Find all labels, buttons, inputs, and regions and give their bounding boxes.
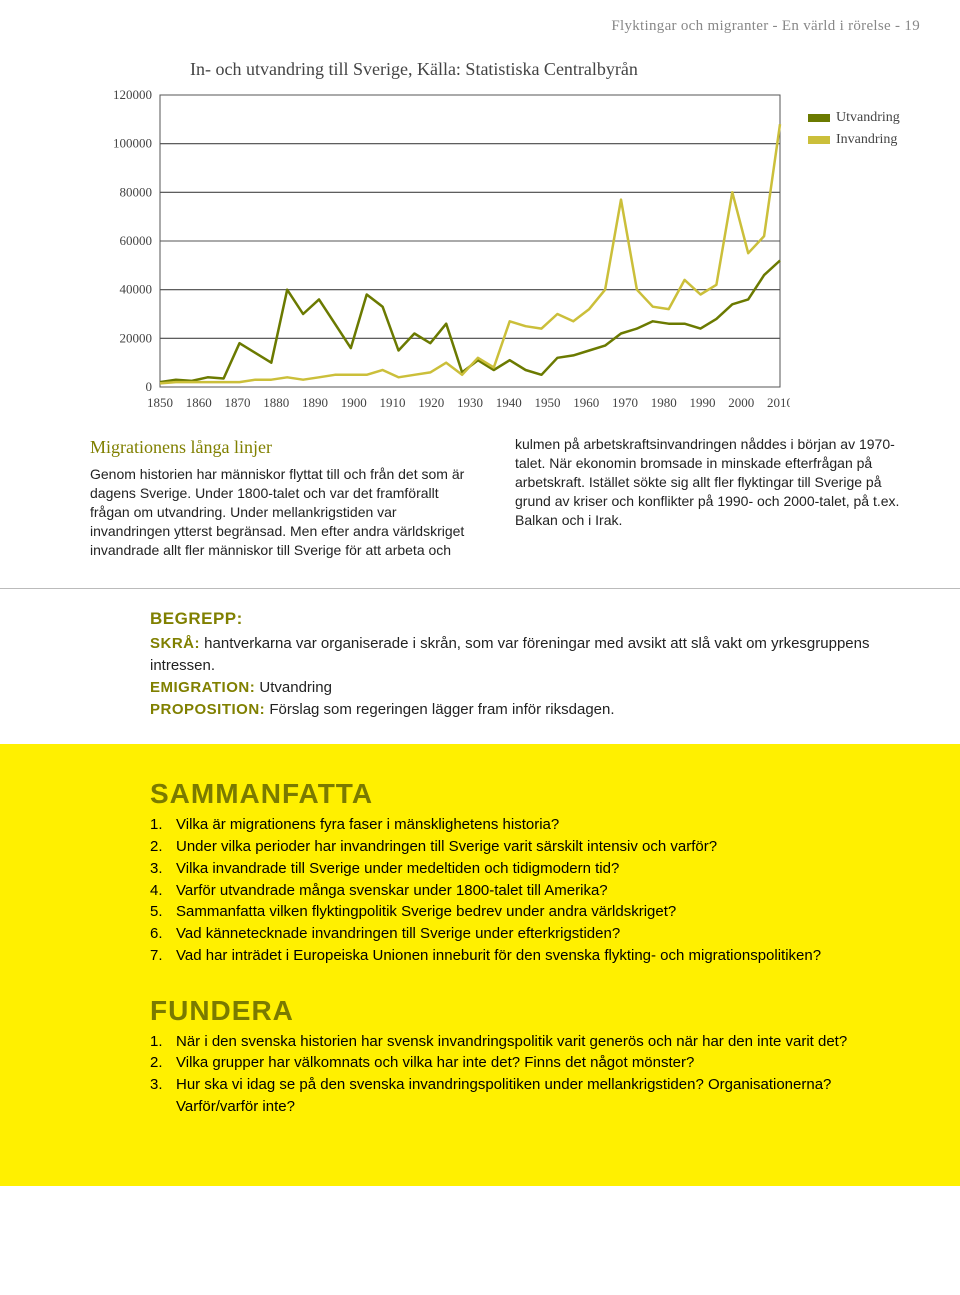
svg-text:20000: 20000 (120, 330, 153, 345)
sammanfatta-item: 2.Under vilka perioder har invandringen … (150, 836, 900, 858)
svg-text:1900: 1900 (341, 395, 367, 410)
chart-title: In- och utvandring till Sverige, Källa: … (190, 59, 900, 80)
page-header: Flyktingar och migranter - En värld i rö… (0, 0, 960, 41)
svg-text:2000: 2000 (728, 395, 754, 410)
sammanfatta-item: 5.Sammanfatta vilken flyktingpolitik Sve… (150, 901, 900, 923)
legend-swatch-invandring (808, 136, 830, 144)
svg-text:1910: 1910 (380, 395, 406, 410)
svg-text:1890: 1890 (302, 395, 328, 410)
svg-text:1850: 1850 (147, 395, 173, 410)
para-right: kulmen på arbetskraftsinvandringen nådde… (515, 435, 900, 529)
svg-text:1880: 1880 (263, 395, 289, 410)
svg-text:0: 0 (146, 379, 153, 394)
svg-text:1870: 1870 (225, 395, 251, 410)
def-proposition: Förslag som regeringen lägger fram inför… (265, 701, 614, 718)
svg-text:1990: 1990 (690, 395, 716, 410)
svg-text:1930: 1930 (457, 395, 483, 410)
chart-section: In- och utvandring till Sverige, Källa: … (0, 59, 960, 435)
fundera-list: 1.När i den svenska historien har svensk… (150, 1031, 900, 1118)
term-skra: SKRÅ: (150, 635, 200, 652)
def-emigration: Utvandring (255, 679, 332, 696)
legend-label-utvandring: Utvandring (836, 110, 900, 126)
svg-text:1980: 1980 (651, 395, 677, 410)
svg-text:1960: 1960 (573, 395, 599, 410)
def-skra: hantverkarna var organiserade i skrån, s… (150, 635, 869, 674)
sammanfatta-list: 1.Vilka är migrationens fyra faser i män… (150, 814, 900, 966)
svg-text:1920: 1920 (418, 395, 444, 410)
yellow-box: SAMMANFATTA 1.Vilka är migrationens fyra… (0, 744, 960, 1185)
svg-text:1970: 1970 (612, 395, 638, 410)
sammanfatta-head: SAMMANFATTA (150, 778, 900, 810)
fundera-head: FUNDERA (150, 995, 900, 1027)
body-text: Migrationens långa linjer Genom historie… (0, 435, 960, 560)
fundera-item: 1.När i den svenska historien har svensk… (150, 1031, 900, 1053)
fundera-item: 2.Vilka grupper har välkomnats och vilka… (150, 1052, 900, 1074)
svg-text:100000: 100000 (113, 136, 152, 151)
svg-text:60000: 60000 (120, 233, 153, 248)
chart-legend: Utvandring Invandring (808, 110, 900, 154)
legend-swatch-utvandring (808, 114, 830, 122)
svg-text:1860: 1860 (186, 395, 212, 410)
migration-chart: 0 20000 40000 60000 80000 100000 120000 1850 186… (90, 90, 790, 415)
svg-text:1950: 1950 (535, 395, 561, 410)
sammanfatta-item: 4.Varför utvandrade många svenskar under… (150, 880, 900, 902)
svg-text:2010: 2010 (767, 395, 790, 410)
subheading: Migrationens långa linjer (90, 435, 475, 459)
svg-text:40000: 40000 (120, 282, 153, 297)
begrepp-block: BEGREPP: SKRÅ: hantverkarna var organise… (0, 589, 960, 745)
fundera-item: 3.Hur ska vi idag se på den svenska inva… (150, 1074, 900, 1118)
sammanfatta-item: 6.Vad kännetecknade invandringen till Sv… (150, 923, 900, 945)
svg-text:1940: 1940 (496, 395, 522, 410)
term-emigration: EMIGRATION: (150, 679, 255, 696)
svg-text:120000: 120000 (113, 90, 152, 102)
sammanfatta-item: 1.Vilka är migrationens fyra faser i män… (150, 814, 900, 836)
svg-text:80000: 80000 (120, 184, 153, 199)
legend-label-invandring: Invandring (836, 132, 897, 148)
term-proposition: PROPOSITION: (150, 701, 265, 718)
para-left: Genom historien har människor flyttat ti… (90, 465, 475, 559)
sammanfatta-item: 7.Vad har inträdet i Europeiska Unionen … (150, 945, 900, 967)
sammanfatta-item: 3.Vilka invandrade till Sverige under me… (150, 858, 900, 880)
begrepp-head: BEGREPP: (150, 607, 900, 632)
